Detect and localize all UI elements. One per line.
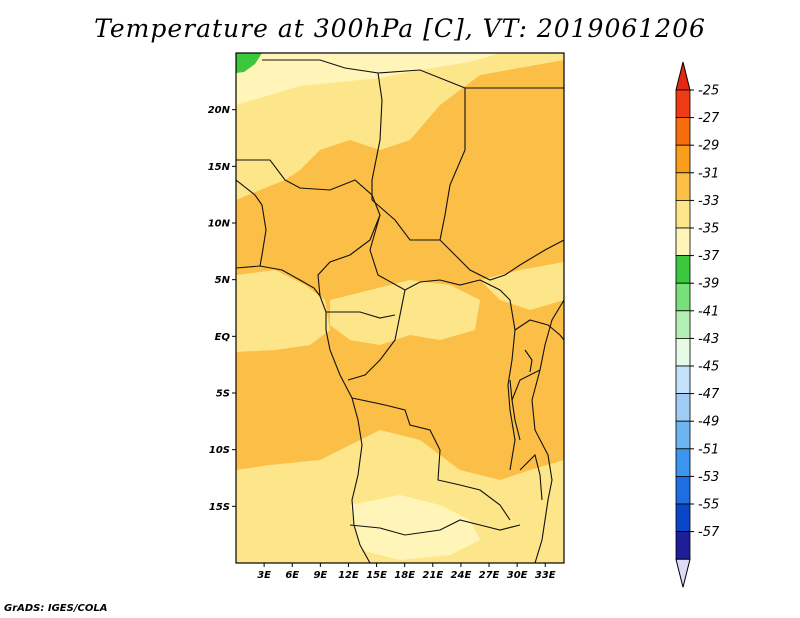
border-o: [511, 369, 541, 401]
colorbar-label: -29: [698, 139, 719, 154]
colorbar-bottom-arrow: [675, 558, 691, 588]
colorbar-label: -51: [698, 442, 719, 457]
fill-congo-pale: [330, 280, 480, 345]
map-frame: [235, 52, 565, 564]
colorbar-label: -41: [698, 304, 719, 319]
colorbar-cell: [675, 503, 691, 533]
border-p: [519, 453, 543, 501]
colorbar-cell: [675, 227, 691, 257]
border-f: [236, 179, 267, 267]
lon-tick-label: 21E: [422, 570, 443, 581]
colorbar-top-arrow: [675, 61, 691, 91]
longitude-axis: 3E 6E 9E 12E 15E 18E 21E 24E 27E 30E 33E: [257, 563, 556, 581]
colorbar-label: -33: [698, 194, 719, 209]
border-e: [236, 159, 381, 297]
lat-tick-label: 15N: [208, 162, 231, 173]
colorbar-label: -47: [698, 387, 720, 402]
colorbar-label: -57: [698, 525, 720, 540]
lat-tick-label: 15S: [209, 502, 230, 513]
lat-tick-label: EQ: [215, 332, 231, 343]
temperature-field: [236, 53, 564, 563]
colorbar-cell: [675, 475, 691, 505]
colorbar-cell: [675, 337, 691, 367]
lon-tick-label: 9E: [313, 570, 327, 581]
border-m: [349, 519, 521, 536]
colorbar-cell: [675, 117, 691, 146]
chart-title: Temperature at 300hPa [C], VT: 201906120…: [94, 14, 706, 43]
colorbar-label: -45: [698, 360, 719, 375]
lon-tick-label: 12E: [338, 570, 359, 581]
border-j: [326, 311, 396, 319]
border-n: [514, 319, 564, 341]
latitude-axis: 20N 15N 10N 5N EQ 5S 10S 15S: [208, 105, 236, 513]
colorbar-cell: [675, 310, 691, 339]
border-d: [439, 149, 564, 281]
colorbar-cell: [675, 365, 691, 395]
lon-tick-label: 27E: [479, 570, 500, 581]
colorbar-cell: [675, 393, 691, 422]
colorbar-cell: [675, 282, 691, 312]
lat-tick-label: 10S: [209, 445, 230, 456]
fill-green-corner: [236, 53, 262, 73]
border-b: [377, 69, 466, 150]
border-g: [371, 199, 440, 241]
border-a: [262, 59, 383, 200]
colorbar-label: -25: [698, 84, 719, 99]
colorbar-cell: [675, 420, 691, 450]
coastline-west: [236, 265, 371, 563]
border-k: [479, 279, 516, 471]
colorbar-label: -49: [698, 415, 719, 430]
lon-tick-label: 6E: [285, 570, 299, 581]
colorbar-label: -27: [698, 111, 720, 126]
fill-north-lightest: [236, 53, 500, 105]
colorbar-cell: [675, 172, 691, 201]
country-borders: [236, 59, 564, 563]
coastline-east: [531, 299, 564, 563]
lat-tick-label: 5N: [215, 275, 231, 286]
lat-tick-label: 10N: [208, 219, 231, 230]
colorbar-label: -35: [698, 222, 719, 237]
colorbar-cell: [675, 144, 691, 174]
colorbar-cell: [675, 89, 691, 119]
colorbar-cell: [675, 448, 691, 477]
fill-southeast-pale: [490, 525, 564, 563]
lon-tick-label: 15E: [366, 570, 387, 581]
colorbar-label: -53: [698, 470, 719, 485]
lake-shoreline: [509, 349, 533, 441]
colorbar-label: -37: [698, 249, 720, 264]
colorbar-cell: [675, 199, 691, 229]
colorbar-label: -31: [698, 166, 719, 181]
fill-south-lightest: [350, 495, 480, 560]
border-i: [347, 289, 406, 381]
lon-tick-label: 24E: [451, 570, 472, 581]
colorbar: -25 -27 -29 -31 -33 -35 -37 -39 -41 -43 -45 -47 -49 -…: [675, 61, 720, 588]
fill-west-coast-pale: [236, 270, 330, 352]
colorbar-label: -39: [698, 277, 719, 292]
colorbar-label: -55: [698, 498, 719, 513]
lon-tick-label: 30E: [507, 570, 528, 581]
lat-tick-label: 5S: [216, 389, 230, 400]
lon-tick-label: 3E: [257, 570, 271, 581]
fill-east-pale: [480, 262, 564, 310]
lon-tick-label: 33E: [535, 570, 556, 581]
lon-tick-label: 18E: [394, 570, 415, 581]
fill-north-pale: [236, 53, 564, 200]
colorbar-cell: [675, 255, 691, 284]
lat-tick-label: 20N: [208, 105, 231, 116]
colorbar-label: -43: [698, 332, 719, 347]
border-l: [351, 397, 511, 521]
colorbar-cell: [675, 531, 691, 560]
credit-text: GrADS: IGES/COLA: [4, 603, 108, 614]
border-h: [369, 214, 481, 291]
